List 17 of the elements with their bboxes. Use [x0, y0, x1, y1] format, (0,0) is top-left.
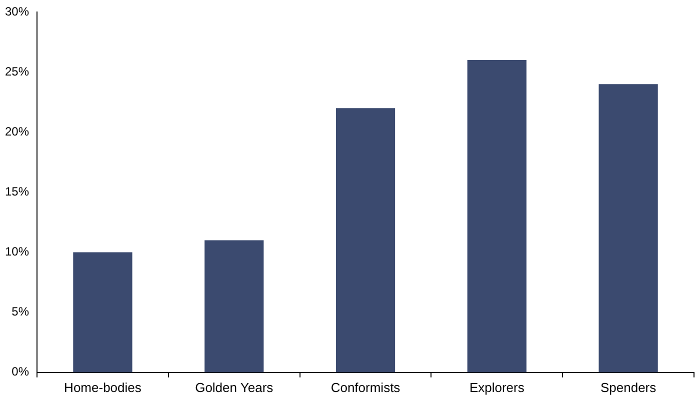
y-tick-label: 10% — [4, 244, 30, 259]
x-tick-label: Explorers — [469, 380, 525, 395]
y-tick-label: 25% — [4, 64, 30, 78]
y-tick-label: 30% — [4, 4, 30, 18]
x-tick-label: Golden Years — [195, 380, 274, 395]
x-tick-label: Conformists — [330, 380, 401, 395]
x-tick-label: Home-bodies — [64, 380, 142, 395]
bar — [467, 60, 526, 372]
bar — [204, 240, 264, 372]
y-tick-label: 0% — [12, 364, 30, 379]
y-tick-label: 5% — [12, 304, 30, 319]
bar — [73, 252, 132, 372]
bar — [336, 108, 396, 372]
bar — [598, 84, 658, 372]
y-tick-label: 15% — [4, 184, 30, 199]
y-tick-label: 20% — [4, 124, 30, 138]
x-tick-label: Spenders — [600, 380, 657, 395]
